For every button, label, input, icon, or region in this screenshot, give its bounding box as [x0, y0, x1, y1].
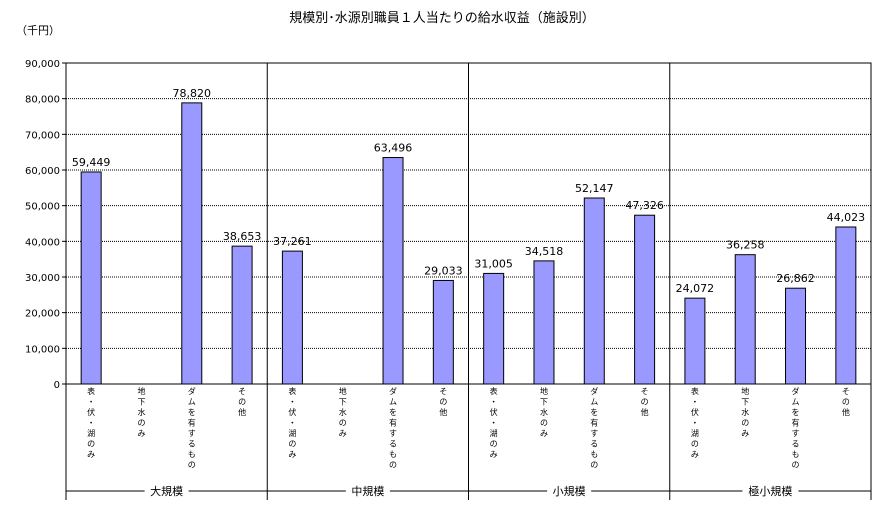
bar — [835, 226, 857, 385]
bar — [684, 297, 706, 385]
y-tick-label: 80,000 — [25, 95, 60, 106]
category-label: 表・伏・湖のみ — [288, 386, 296, 459]
bar — [231, 245, 253, 385]
category-label: その他 — [842, 387, 850, 417]
bar — [533, 260, 555, 385]
category-label: 表・伏・湖のみ — [87, 386, 95, 459]
data-label: 37,261 — [273, 235, 312, 248]
data-label: 38,653 — [223, 230, 262, 243]
category-label: 地下水のみ — [741, 386, 749, 438]
bar — [583, 197, 605, 385]
category-label: ダムを有するもの — [188, 386, 196, 470]
data-label: 78,820 — [173, 87, 212, 100]
y-axis: 0 10,000 20,000 30,000 40,000 50,000 60,000 70,… — [25, 59, 66, 391]
category-label: ダムを有するもの — [389, 386, 397, 470]
group-label: 中規模 — [351, 484, 384, 498]
category-label: その他 — [439, 387, 447, 417]
data-label: 59,449 — [72, 156, 111, 169]
category-label: その他 — [641, 387, 649, 417]
group-label: 小規模 — [553, 484, 586, 498]
group-label: 大規模 — [150, 484, 183, 498]
y-tick-label: 50,000 — [25, 202, 60, 213]
bar — [281, 250, 303, 385]
y-tick-label: 30,000 — [25, 273, 60, 284]
category-label: 地下水のみ — [540, 386, 548, 438]
y-tick-label: 90,000 — [25, 59, 60, 70]
bar — [432, 279, 454, 385]
y-tick-label: 40,000 — [25, 237, 60, 248]
bar — [785, 287, 807, 385]
data-label: 63,496 — [374, 142, 413, 155]
category-label: ダムを有するもの — [590, 386, 598, 470]
y-tick-label: 60,000 — [25, 166, 60, 177]
data-label: 29,033 — [424, 264, 463, 277]
data-label: 34,518 — [525, 245, 564, 258]
data-label: 26,862 — [776, 272, 815, 285]
data-label: 47,326 — [625, 199, 664, 212]
category-label: 表・伏・湖のみ — [490, 386, 498, 459]
chart-title: 規模別･水源別職員１人当たりの給水収益（施設別） — [289, 10, 595, 26]
data-label: 36,258 — [726, 239, 765, 252]
bar — [734, 254, 756, 385]
bar — [382, 157, 404, 385]
data-label: 52,147 — [575, 182, 614, 195]
bars: 59,449 78,820 38,653 37,261 63,496 29,033 31,0… — [72, 87, 866, 385]
y-tick-label: 10,000 — [25, 344, 60, 355]
bar — [483, 272, 505, 385]
y-tick-label: 20,000 — [25, 309, 60, 320]
data-label: 24,072 — [676, 282, 715, 295]
y-unit-label: （千円） — [16, 24, 60, 37]
category-label: 表・伏・湖のみ — [691, 386, 699, 459]
data-label: 31,005 — [474, 257, 513, 270]
bar — [634, 214, 656, 385]
y-tick-label: 70,000 — [25, 130, 60, 141]
group-label: 極小規模 — [748, 484, 792, 498]
y-tick-label: 0 — [54, 380, 60, 391]
category-label: 地下水のみ — [137, 386, 145, 438]
bar — [181, 102, 203, 385]
category-label: その他 — [238, 387, 246, 417]
category-label: ダムを有するもの — [792, 386, 800, 470]
category-label: 地下水のみ — [339, 386, 347, 438]
bar — [80, 171, 102, 385]
data-label: 44,023 — [827, 211, 866, 224]
